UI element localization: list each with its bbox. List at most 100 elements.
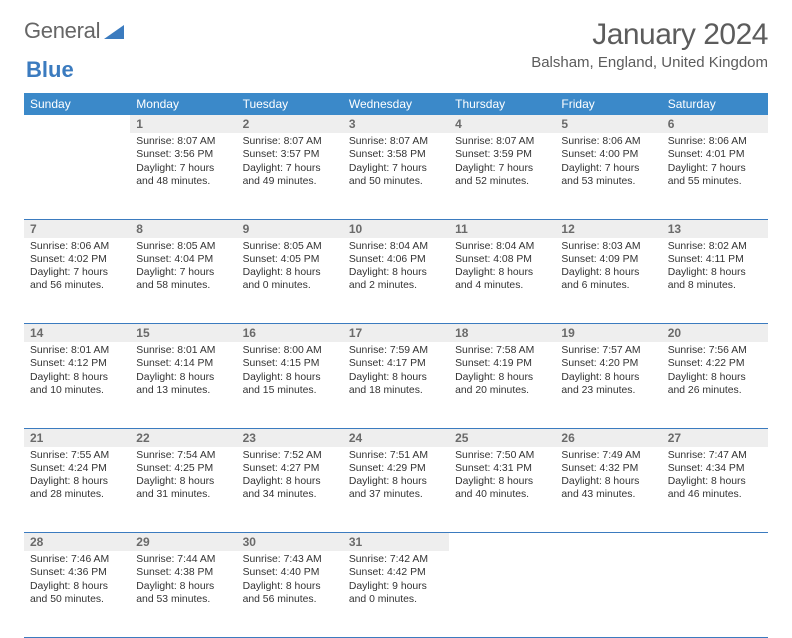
sunset-line: Sunset: 4:22 PM — [668, 357, 762, 370]
daylight-line: Daylight: 8 hours and 10 minutes. — [30, 371, 124, 398]
week-3-numbers: 14151617181920 — [24, 324, 768, 343]
sunrise-line: Sunrise: 7:58 AM — [455, 344, 549, 357]
day-cell-26: Sunrise: 7:49 AMSunset: 4:32 PMDaylight:… — [555, 447, 661, 533]
day-cell-7: Sunrise: 8:06 AMSunset: 4:02 PMDaylight:… — [24, 238, 130, 324]
day-header-tuesday: Tuesday — [237, 93, 343, 115]
day-details-17: Sunrise: 7:59 AMSunset: 4:17 PMDaylight:… — [343, 342, 449, 401]
sunset-line: Sunset: 4:15 PM — [243, 357, 337, 370]
sunset-line: Sunset: 4:42 PM — [349, 566, 443, 579]
day-cell-2: Sunrise: 8:07 AMSunset: 3:57 PMDaylight:… — [237, 133, 343, 219]
week-4-numbers: 21222324252627 — [24, 428, 768, 447]
day-number-21: 21 — [24, 428, 130, 447]
sunrise-line: Sunrise: 8:00 AM — [243, 344, 337, 357]
day-cell-21: Sunrise: 7:55 AMSunset: 4:24 PMDaylight:… — [24, 447, 130, 533]
sunset-line: Sunset: 4:02 PM — [30, 253, 124, 266]
week-5-numbers: 28293031 — [24, 533, 768, 552]
daylight-line: Daylight: 7 hours and 55 minutes. — [668, 162, 762, 189]
sunrise-line: Sunrise: 7:47 AM — [668, 449, 762, 462]
daylight-line: Daylight: 8 hours and 15 minutes. — [243, 371, 337, 398]
sunrise-line: Sunrise: 7:55 AM — [30, 449, 124, 462]
sunrise-line: Sunrise: 7:50 AM — [455, 449, 549, 462]
day-number-31: 31 — [343, 533, 449, 552]
day-number-6: 6 — [662, 115, 768, 133]
day-cell-9: Sunrise: 8:05 AMSunset: 4:05 PMDaylight:… — [237, 238, 343, 324]
daylight-line: Daylight: 8 hours and 31 minutes. — [136, 475, 230, 502]
day-cell-14: Sunrise: 8:01 AMSunset: 4:12 PMDaylight:… — [24, 342, 130, 428]
sunset-line: Sunset: 4:32 PM — [561, 462, 655, 475]
logo-word-general: General — [24, 18, 100, 44]
sunrise-line: Sunrise: 7:54 AM — [136, 449, 230, 462]
sunrise-line: Sunrise: 8:05 AM — [136, 240, 230, 253]
daylight-line: Daylight: 7 hours and 56 minutes. — [30, 266, 124, 293]
sunset-line: Sunset: 4:11 PM — [668, 253, 762, 266]
sunset-line: Sunset: 4:14 PM — [136, 357, 230, 370]
sunrise-line: Sunrise: 7:43 AM — [243, 553, 337, 566]
day-cell-17: Sunrise: 7:59 AMSunset: 4:17 PMDaylight:… — [343, 342, 449, 428]
empty-cell — [662, 533, 768, 552]
sunrise-line: Sunrise: 7:46 AM — [30, 553, 124, 566]
daylight-line: Daylight: 8 hours and 0 minutes. — [243, 266, 337, 293]
day-number-22: 22 — [130, 428, 236, 447]
daylight-line: Daylight: 8 hours and 13 minutes. — [136, 371, 230, 398]
sunset-line: Sunset: 4:04 PM — [136, 253, 230, 266]
day-header-sunday: Sunday — [24, 93, 130, 115]
daylight-line: Daylight: 8 hours and 26 minutes. — [668, 371, 762, 398]
sunset-line: Sunset: 4:12 PM — [30, 357, 124, 370]
day-details-4: Sunrise: 8:07 AMSunset: 3:59 PMDaylight:… — [449, 133, 555, 192]
day-details-3: Sunrise: 8:07 AMSunset: 3:58 PMDaylight:… — [343, 133, 449, 192]
empty-cell — [24, 115, 130, 133]
day-cell-3: Sunrise: 8:07 AMSunset: 3:58 PMDaylight:… — [343, 133, 449, 219]
sunset-line: Sunset: 4:38 PM — [136, 566, 230, 579]
day-cell-28: Sunrise: 7:46 AMSunset: 4:36 PMDaylight:… — [24, 551, 130, 637]
sunrise-line: Sunrise: 7:49 AM — [561, 449, 655, 462]
sunrise-line: Sunrise: 8:01 AM — [136, 344, 230, 357]
day-number-26: 26 — [555, 428, 661, 447]
sunset-line: Sunset: 4:34 PM — [668, 462, 762, 475]
day-cell-23: Sunrise: 7:52 AMSunset: 4:27 PMDaylight:… — [237, 447, 343, 533]
sunset-line: Sunset: 3:56 PM — [136, 148, 230, 161]
daylight-line: Daylight: 8 hours and 6 minutes. — [561, 266, 655, 293]
day-details-27: Sunrise: 7:47 AMSunset: 4:34 PMDaylight:… — [662, 447, 768, 506]
sunrise-line: Sunrise: 8:02 AM — [668, 240, 762, 253]
day-cell-12: Sunrise: 8:03 AMSunset: 4:09 PMDaylight:… — [555, 238, 661, 324]
day-number-27: 27 — [662, 428, 768, 447]
day-cell-24: Sunrise: 7:51 AMSunset: 4:29 PMDaylight:… — [343, 447, 449, 533]
month-title: January 2024 — [531, 18, 768, 52]
day-details-16: Sunrise: 8:00 AMSunset: 4:15 PMDaylight:… — [237, 342, 343, 401]
day-cell-31: Sunrise: 7:42 AMSunset: 4:42 PMDaylight:… — [343, 551, 449, 637]
sunrise-line: Sunrise: 8:07 AM — [455, 135, 549, 148]
empty-cell — [555, 551, 661, 637]
empty-cell — [24, 133, 130, 219]
day-header-saturday: Saturday — [662, 93, 768, 115]
day-details-15: Sunrise: 8:01 AMSunset: 4:14 PMDaylight:… — [130, 342, 236, 401]
sunset-line: Sunset: 4:05 PM — [243, 253, 337, 266]
day-cell-4: Sunrise: 8:07 AMSunset: 3:59 PMDaylight:… — [449, 133, 555, 219]
day-cell-29: Sunrise: 7:44 AMSunset: 4:38 PMDaylight:… — [130, 551, 236, 637]
day-cell-27: Sunrise: 7:47 AMSunset: 4:34 PMDaylight:… — [662, 447, 768, 533]
daylight-line: Daylight: 8 hours and 40 minutes. — [455, 475, 549, 502]
sunset-line: Sunset: 3:58 PM — [349, 148, 443, 161]
sunset-line: Sunset: 4:09 PM — [561, 253, 655, 266]
day-cell-22: Sunrise: 7:54 AMSunset: 4:25 PMDaylight:… — [130, 447, 236, 533]
week-1-numbers: 123456 — [24, 115, 768, 133]
sunset-line: Sunset: 4:01 PM — [668, 148, 762, 161]
empty-cell — [449, 533, 555, 552]
day-number-24: 24 — [343, 428, 449, 447]
day-cell-16: Sunrise: 8:00 AMSunset: 4:15 PMDaylight:… — [237, 342, 343, 428]
day-details-12: Sunrise: 8:03 AMSunset: 4:09 PMDaylight:… — [555, 238, 661, 297]
day-cell-18: Sunrise: 7:58 AMSunset: 4:19 PMDaylight:… — [449, 342, 555, 428]
day-cell-13: Sunrise: 8:02 AMSunset: 4:11 PMDaylight:… — [662, 238, 768, 324]
sunset-line: Sunset: 4:40 PM — [243, 566, 337, 579]
day-cell-5: Sunrise: 8:06 AMSunset: 4:00 PMDaylight:… — [555, 133, 661, 219]
daylight-line: Daylight: 8 hours and 46 minutes. — [668, 475, 762, 502]
logo: General — [24, 18, 126, 44]
day-cell-1: Sunrise: 8:07 AMSunset: 3:56 PMDaylight:… — [130, 133, 236, 219]
week-5-body: Sunrise: 7:46 AMSunset: 4:36 PMDaylight:… — [24, 551, 768, 637]
sunset-line: Sunset: 4:08 PM — [455, 253, 549, 266]
daylight-line: Daylight: 8 hours and 43 minutes. — [561, 475, 655, 502]
sunrise-line: Sunrise: 8:07 AM — [349, 135, 443, 148]
week-1-body: Sunrise: 8:07 AM Sunset: 3:56 PM Daylight:… — [24, 133, 768, 219]
day-details-18: Sunrise: 7:58 AMSunset: 4:19 PMDaylight:… — [449, 342, 555, 401]
sunrise-line: Sunrise: 8:04 AM — [455, 240, 549, 253]
day-details-25: Sunrise: 7:50 AMSunset: 4:31 PMDaylight:… — [449, 447, 555, 506]
